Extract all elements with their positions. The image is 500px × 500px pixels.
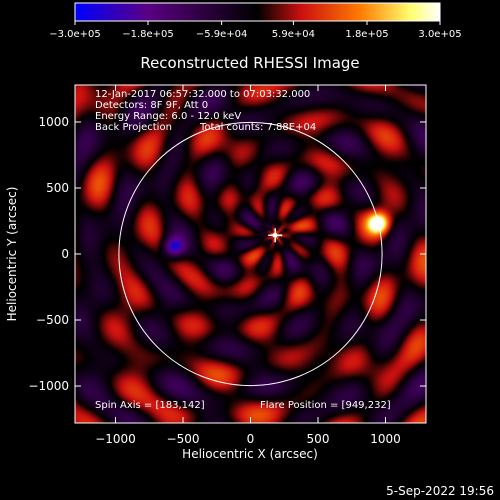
colorbar-tick-label: −3.0e+05 [49, 29, 101, 40]
y-axis-ticks: −1000 −500 0 500 1000 [28, 115, 426, 393]
x-tick-label: 500 [307, 432, 330, 446]
y-tick-label: 1000 [38, 115, 69, 129]
heatmap-image [75, 85, 426, 423]
spin-axis-text: Spin Axis = [183,142] [95, 400, 205, 411]
method-text: Back Projection [95, 122, 172, 133]
colorbar-tick-label: −1.8e+05 [122, 29, 174, 40]
heatmap-raster [75, 85, 426, 423]
observation-info: 12-Jan-2017 06:57:32.000 to 07:03:32.000… [95, 89, 316, 133]
footer-timestamp: 5-Sep-2022 19:56 [386, 484, 494, 498]
colorbar [74, 2, 441, 22]
total-counts-text: Total counts: 7.88E+04 [199, 122, 316, 133]
colorbar-ticks: −3.0e+05 −1.8e+05 −5.9e+04 5.9e+04 1.8e+05 3.… [49, 21, 462, 40]
time-range-text: 12-Jan-2017 06:57:32.000 to 07:03:32.000 [95, 89, 310, 100]
colorbar-tick-label: 5.9e+04 [272, 29, 315, 40]
colorbar-tick-label: −5.9e+04 [196, 29, 248, 40]
detectors-text: Detectors: 8F 9F, Att 0 [95, 100, 208, 111]
chart-title: Reconstructed RHESSI Image [140, 54, 359, 72]
x-axis-label: Heliocentric X (arcsec) [182, 447, 318, 461]
x-tick-label: −500 [167, 432, 200, 446]
colorbar-tick-label: 1.8e+05 [345, 29, 388, 40]
colorbar-tick-label: 3.0e+05 [418, 29, 461, 40]
x-tick-label: 0 [247, 432, 255, 446]
y-tick-label: −500 [36, 313, 69, 327]
flare-position-dot [376, 221, 381, 226]
x-tick-label: −1000 [95, 432, 136, 446]
y-tick-label: 500 [46, 181, 69, 195]
spin-axis-dot [273, 233, 278, 238]
flare-position-marker [376, 221, 381, 226]
y-tick-label: 0 [61, 247, 69, 261]
y-axis-label: Heliocentric Y (arcsec) [5, 187, 19, 322]
spin-axis-marker [268, 228, 283, 243]
energy-range-text: Energy Range: 6.0 - 12.0 keV [95, 111, 241, 122]
x-axis-ticks: −1000 −500 0 500 1000 [95, 85, 401, 446]
x-tick-label: 1000 [370, 432, 401, 446]
solar-limb-circle [118, 121, 383, 387]
flare-position-text: Flare Position = [949,232] [260, 400, 391, 411]
y-tick-label: −1000 [28, 379, 69, 393]
